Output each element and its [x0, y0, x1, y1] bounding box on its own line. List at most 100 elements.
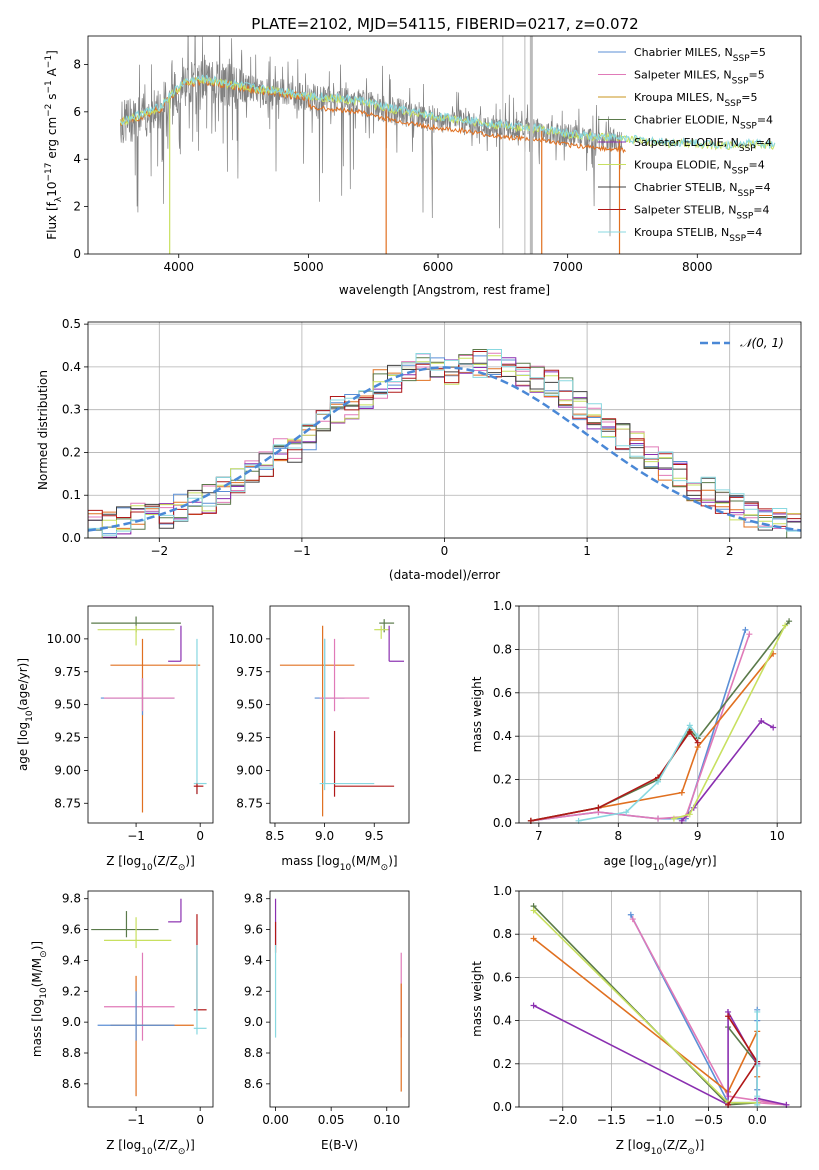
y-tick-label: 2 [73, 200, 81, 214]
y-tick-label: 9.25 [236, 731, 263, 745]
label-part: =4 [757, 114, 773, 127]
y-tick-label: 0.0 [493, 816, 512, 830]
series-line [530, 653, 774, 822]
label-part: )] [388, 854, 397, 868]
label-part: ⊙ [178, 863, 186, 873]
y-tick-label: 9.8 [62, 892, 81, 906]
x-tick-label: 0 [196, 829, 204, 843]
mass_vs_ebv-points [274, 898, 402, 1092]
label-part: s [45, 94, 59, 104]
x-tick-label: −2.0 [548, 1113, 577, 1127]
model-spectrum-model_orange [119, 77, 626, 154]
label-part: ⊙ [381, 863, 389, 873]
x-tick-label: 9.0 [315, 829, 334, 843]
age_vs_Z-ylabel: age [log10(age/yr)] [16, 658, 35, 771]
series-line [530, 620, 790, 822]
label-part: Kroupa MILES, N [634, 91, 724, 104]
series-marker [655, 815, 662, 822]
label-part: Salpeter ELODIE, N [634, 136, 739, 149]
label-part: Salpeter MILES, N [634, 69, 732, 82]
y-tick-label: 1.0 [493, 884, 512, 898]
label-part: )] [185, 1138, 194, 1152]
y-tick-label: 9.0 [62, 1015, 81, 1029]
series-marker [786, 618, 793, 625]
y-tick-label: 8.6 [62, 1077, 81, 1091]
series-marker [686, 728, 693, 735]
legend-label: Salpeter STELIB, NSSP=4 [634, 204, 770, 222]
series-marker [782, 622, 789, 629]
mass_vs_Z-xlabel: Z [log10(Z/Z⊙)] [106, 1138, 195, 1157]
residuals-axes: −2 −1 0 1 2 0.0 0.1 0.2 0.3 0.4 0.5 [62, 317, 801, 558]
massweight_vs_age-xlabel: age [log10(age/yr)] [603, 854, 716, 873]
series-marker [694, 739, 701, 746]
y-tick-label: 9.4 [244, 953, 263, 967]
label-part: =5 [750, 46, 766, 59]
y-tick-label: 0.4 [62, 360, 81, 374]
label-part: 10 [141, 863, 153, 873]
legend-label: Chabrier MILES, NSSP=5 [634, 46, 766, 64]
legend-label: Salpeter MILES, NSSP=5 [634, 69, 765, 87]
x-tick-label: −0.5 [694, 1113, 723, 1127]
age_vs_mass-xlabel: mass [log10(M/M⊙)] [281, 854, 397, 873]
label-part: =4 [746, 226, 762, 239]
label-part: 10 [340, 863, 352, 873]
y-tick-label: 0.2 [493, 1057, 512, 1071]
x-tick-label: −1 [127, 1113, 145, 1127]
age_vs_Z-points [91, 616, 207, 813]
label-part: A [45, 67, 59, 80]
y-tick-label: 0.6 [493, 970, 512, 984]
observed-spectrum [120, 36, 623, 237]
label-part: −1 [44, 80, 54, 93]
y-tick-label: 8.8 [244, 1046, 263, 1060]
label-part: Kroupa ELODIE, N [634, 159, 732, 172]
label-part: SSP [732, 77, 749, 87]
y-tick-label: 0.8 [493, 927, 512, 941]
label-part: Chabrier STELIB, N [634, 181, 738, 194]
series-marker [655, 778, 662, 785]
label-part: (M/M [351, 854, 380, 868]
label-part: SSP [740, 122, 757, 132]
plot-frame [87, 605, 214, 824]
label-part: SSP [732, 167, 749, 177]
label-part: Z [log [106, 1138, 141, 1152]
series-marker [725, 1013, 732, 1020]
massweight_vs_age-axes: 7 8 9 10 0.0 0.2 0.4 0.6 0.8 1.0 [493, 599, 801, 843]
series-marker [629, 916, 636, 923]
x-tick-label: 9.5 [365, 829, 384, 843]
series-marker [623, 809, 630, 816]
label-part: 10 [45, 182, 59, 197]
series-line [530, 730, 699, 822]
label-part: SSP [729, 234, 746, 244]
y-tick-label: 9.6 [62, 923, 81, 937]
label-part: Salpeter STELIB, N [634, 204, 736, 217]
y-tick-label: 0.0 [62, 531, 81, 545]
series-marker [678, 789, 685, 796]
y-tick-label: 10.00 [229, 632, 263, 646]
age_vs_Z-xlabel: Z [log10(Z/Z⊙)] [106, 854, 195, 873]
figure-title: PLATE=2102, MJD=54115, FIBERID=0217, z=0… [251, 15, 638, 33]
x-tick-label: −1 [293, 544, 311, 558]
series-line [533, 937, 758, 1094]
massweight_vs_age-ylabel: mass weight [470, 676, 484, 752]
y-tick-label: 9.50 [54, 698, 81, 712]
x-tick-label: −1.0 [645, 1113, 674, 1127]
label-part: ⊙ [687, 1147, 695, 1157]
x-tick-label: 9 [694, 829, 702, 843]
plot-frame [269, 890, 410, 1108]
label-part: Z [log [106, 854, 141, 868]
x-tick-label: 1 [583, 544, 591, 558]
x-tick-label: 4000 [163, 260, 194, 274]
label-part: mass [log [30, 999, 44, 1057]
x-tick-label: 7 [535, 829, 543, 843]
label-part: 10 [653, 863, 665, 873]
y-tick-label: 9.75 [54, 665, 81, 679]
legend-label: Kroupa MILES, NSSP=5 [634, 91, 758, 109]
y-tick-label: 0 [73, 247, 81, 261]
series-marker [686, 722, 693, 729]
y-tick-label: 9.00 [236, 763, 263, 777]
label-part: =5 [741, 91, 757, 104]
label-part: Chabrier ELODIE, N [634, 114, 740, 127]
plot-frame [87, 321, 802, 539]
spectrum-xlabel: wavelength [Angstrom, rest frame] [339, 283, 550, 297]
